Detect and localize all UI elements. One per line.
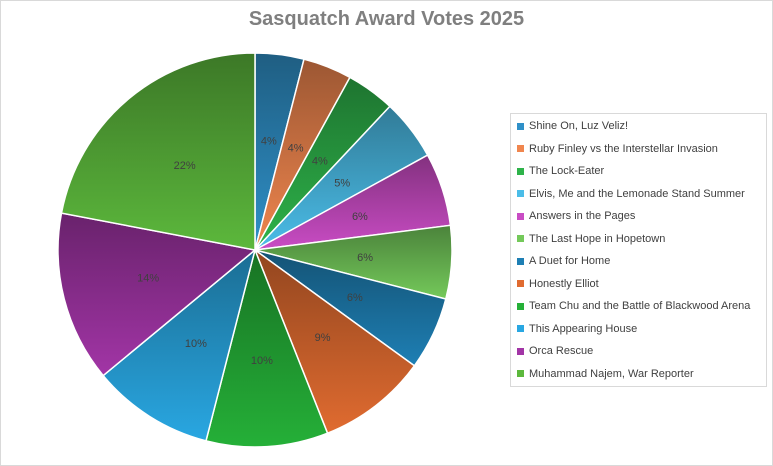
legend-swatch [517, 347, 524, 355]
legend-label: The Lock-Eater [529, 165, 605, 177]
legend-item: Answers in the Pages [517, 208, 635, 224]
chart-legend: Shine On, Luz Veliz! Ruby Finley vs the I… [510, 113, 767, 387]
slice-data-label: 6% [357, 252, 373, 264]
slice-data-label: 10% [185, 338, 207, 350]
legend-swatch [517, 122, 524, 130]
legend-item: Muhammad Najem, War Reporter [517, 366, 694, 382]
legend-item: This Appearing House [517, 321, 637, 337]
slice-data-label: 6% [352, 211, 368, 223]
legend-label: Ruby Finley vs the Interstellar Invasion [529, 142, 718, 155]
legend-label: Answers in the Pages [529, 210, 636, 222]
legend-label: Honestly Elliot [529, 277, 599, 290]
legend-item: The Last Hope in Hopetown [517, 231, 665, 247]
slice-data-label: 14% [137, 272, 159, 284]
legend-item: Honestly Elliot [517, 276, 599, 292]
slice-data-label: 4% [261, 136, 277, 148]
legend-label: Elvis, Me and the Lemonade Stand Summer [529, 187, 745, 200]
legend-item: Team Chu and the Battle of Blackwood Are… [517, 298, 750, 314]
legend-item: Elvis, Me and the Lemonade Stand Summer [517, 186, 745, 202]
slice-data-label: 10% [251, 355, 273, 367]
pie-slice [102, 247, 257, 442]
legend-item: Ruby Finley vs the Interstellar Invasion [517, 141, 718, 157]
legend-label: This Appearing House [529, 322, 638, 335]
pie-slice [253, 247, 416, 435]
pie-slice [57, 212, 257, 377]
slice-data-label: 6% [347, 292, 363, 304]
legend-swatch [517, 302, 524, 310]
legend-label: Shine On, Luz Veliz! [529, 120, 629, 132]
legend-label: A Duet for Home [529, 255, 611, 267]
legend-swatch [517, 257, 524, 265]
legend-item: Orca Rescue [517, 343, 593, 359]
pie-slice [60, 52, 256, 251]
slice-data-label: 5% [334, 177, 350, 189]
legend-swatch [517, 280, 524, 287]
legend-swatch [517, 145, 524, 152]
legend-swatch [517, 167, 524, 175]
legend-item: A Duet for Home [517, 253, 610, 269]
legend-swatch [517, 235, 524, 242]
legend-label: Muhammad Najem, War Reporter [529, 367, 694, 380]
legend-item: Shine On, Luz Veliz! [517, 118, 628, 134]
legend-swatch [517, 212, 524, 220]
legend-label: Orca Rescue [529, 345, 594, 357]
legend-label: Team Chu and the Battle of Blackwood Are… [529, 300, 751, 312]
legend-swatch [517, 370, 524, 377]
pie-slice [205, 247, 329, 448]
legend-label: The Last Hope in Hopetown [529, 232, 666, 245]
legend-swatch [517, 190, 524, 197]
legend-swatch [517, 325, 524, 332]
legend-item: The Lock-Eater [517, 163, 604, 179]
slice-data-label: 4% [288, 142, 304, 154]
chart-title: Sasquatch Award Votes 2025 [248, 8, 525, 30]
slice-data-label: 9% [315, 332, 331, 344]
slice-data-label: 4% [312, 156, 328, 168]
slice-data-label: 22% [174, 160, 196, 172]
